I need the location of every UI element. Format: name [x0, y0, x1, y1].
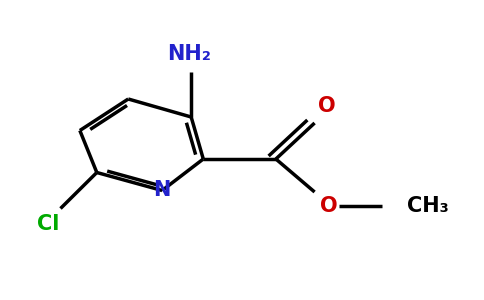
Text: NH₂: NH₂	[167, 44, 211, 64]
Text: N: N	[153, 181, 171, 200]
Text: Cl: Cl	[37, 214, 60, 233]
Text: O: O	[320, 196, 338, 215]
Text: CH₃: CH₃	[407, 196, 448, 215]
Text: O: O	[318, 97, 335, 116]
